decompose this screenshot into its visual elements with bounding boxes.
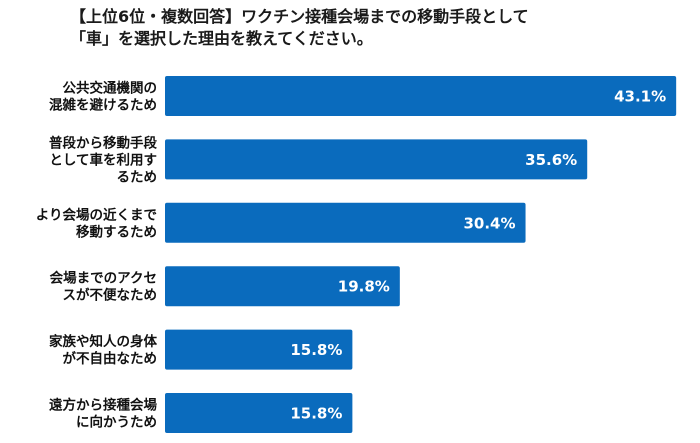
chart-title-line-1: 【上位6位・複数回答】ワクチン接種会場までの移動手段として	[70, 7, 529, 26]
bar-value-label-5: 15.8%	[290, 341, 342, 359]
bar-3	[165, 202, 526, 243]
category-label-line: 会場までのアクセ	[50, 270, 157, 287]
category-label-line: 遠方から接種会場	[49, 397, 157, 414]
bar-value-label-1: 43.1%	[614, 88, 666, 106]
category-label-line: として車を利用す	[49, 151, 157, 168]
category-label-line: 公共交通機関の	[63, 80, 158, 97]
bar-1	[165, 76, 677, 116]
chart-title: 【上位6位・複数回答】ワクチン接種会場までの移動手段として 「車」を選択した理由…	[70, 6, 670, 50]
bar-value-label-4: 19.8%	[338, 278, 390, 296]
chart-title-line-2: 「車」を選択した理由を教えてください。	[70, 29, 373, 48]
category-label-line: 家族や知人の身体	[49, 333, 157, 350]
category-label-line: 移動するため	[76, 223, 157, 240]
bar-4	[165, 266, 400, 307]
bar-value-label-3: 30.4%	[463, 214, 515, 232]
bar-6	[165, 393, 353, 433]
category-label-line: 混雑を避けるため	[49, 97, 157, 114]
bar-5	[165, 329, 353, 370]
bar-2	[165, 139, 588, 180]
category-label-line: 普段から移動手段	[49, 134, 157, 151]
bar-value-label-6: 15.8%	[290, 405, 342, 423]
category-label-line: に向かうため	[76, 414, 157, 431]
bar-value-label-2: 35.6%	[525, 151, 577, 169]
category-label-line: が不自由なため	[63, 350, 158, 367]
category-label-line: るため	[117, 169, 158, 185]
category-label-line: スが不便なため	[63, 287, 158, 304]
category-label-line: より会場の近くまで	[36, 206, 157, 223]
